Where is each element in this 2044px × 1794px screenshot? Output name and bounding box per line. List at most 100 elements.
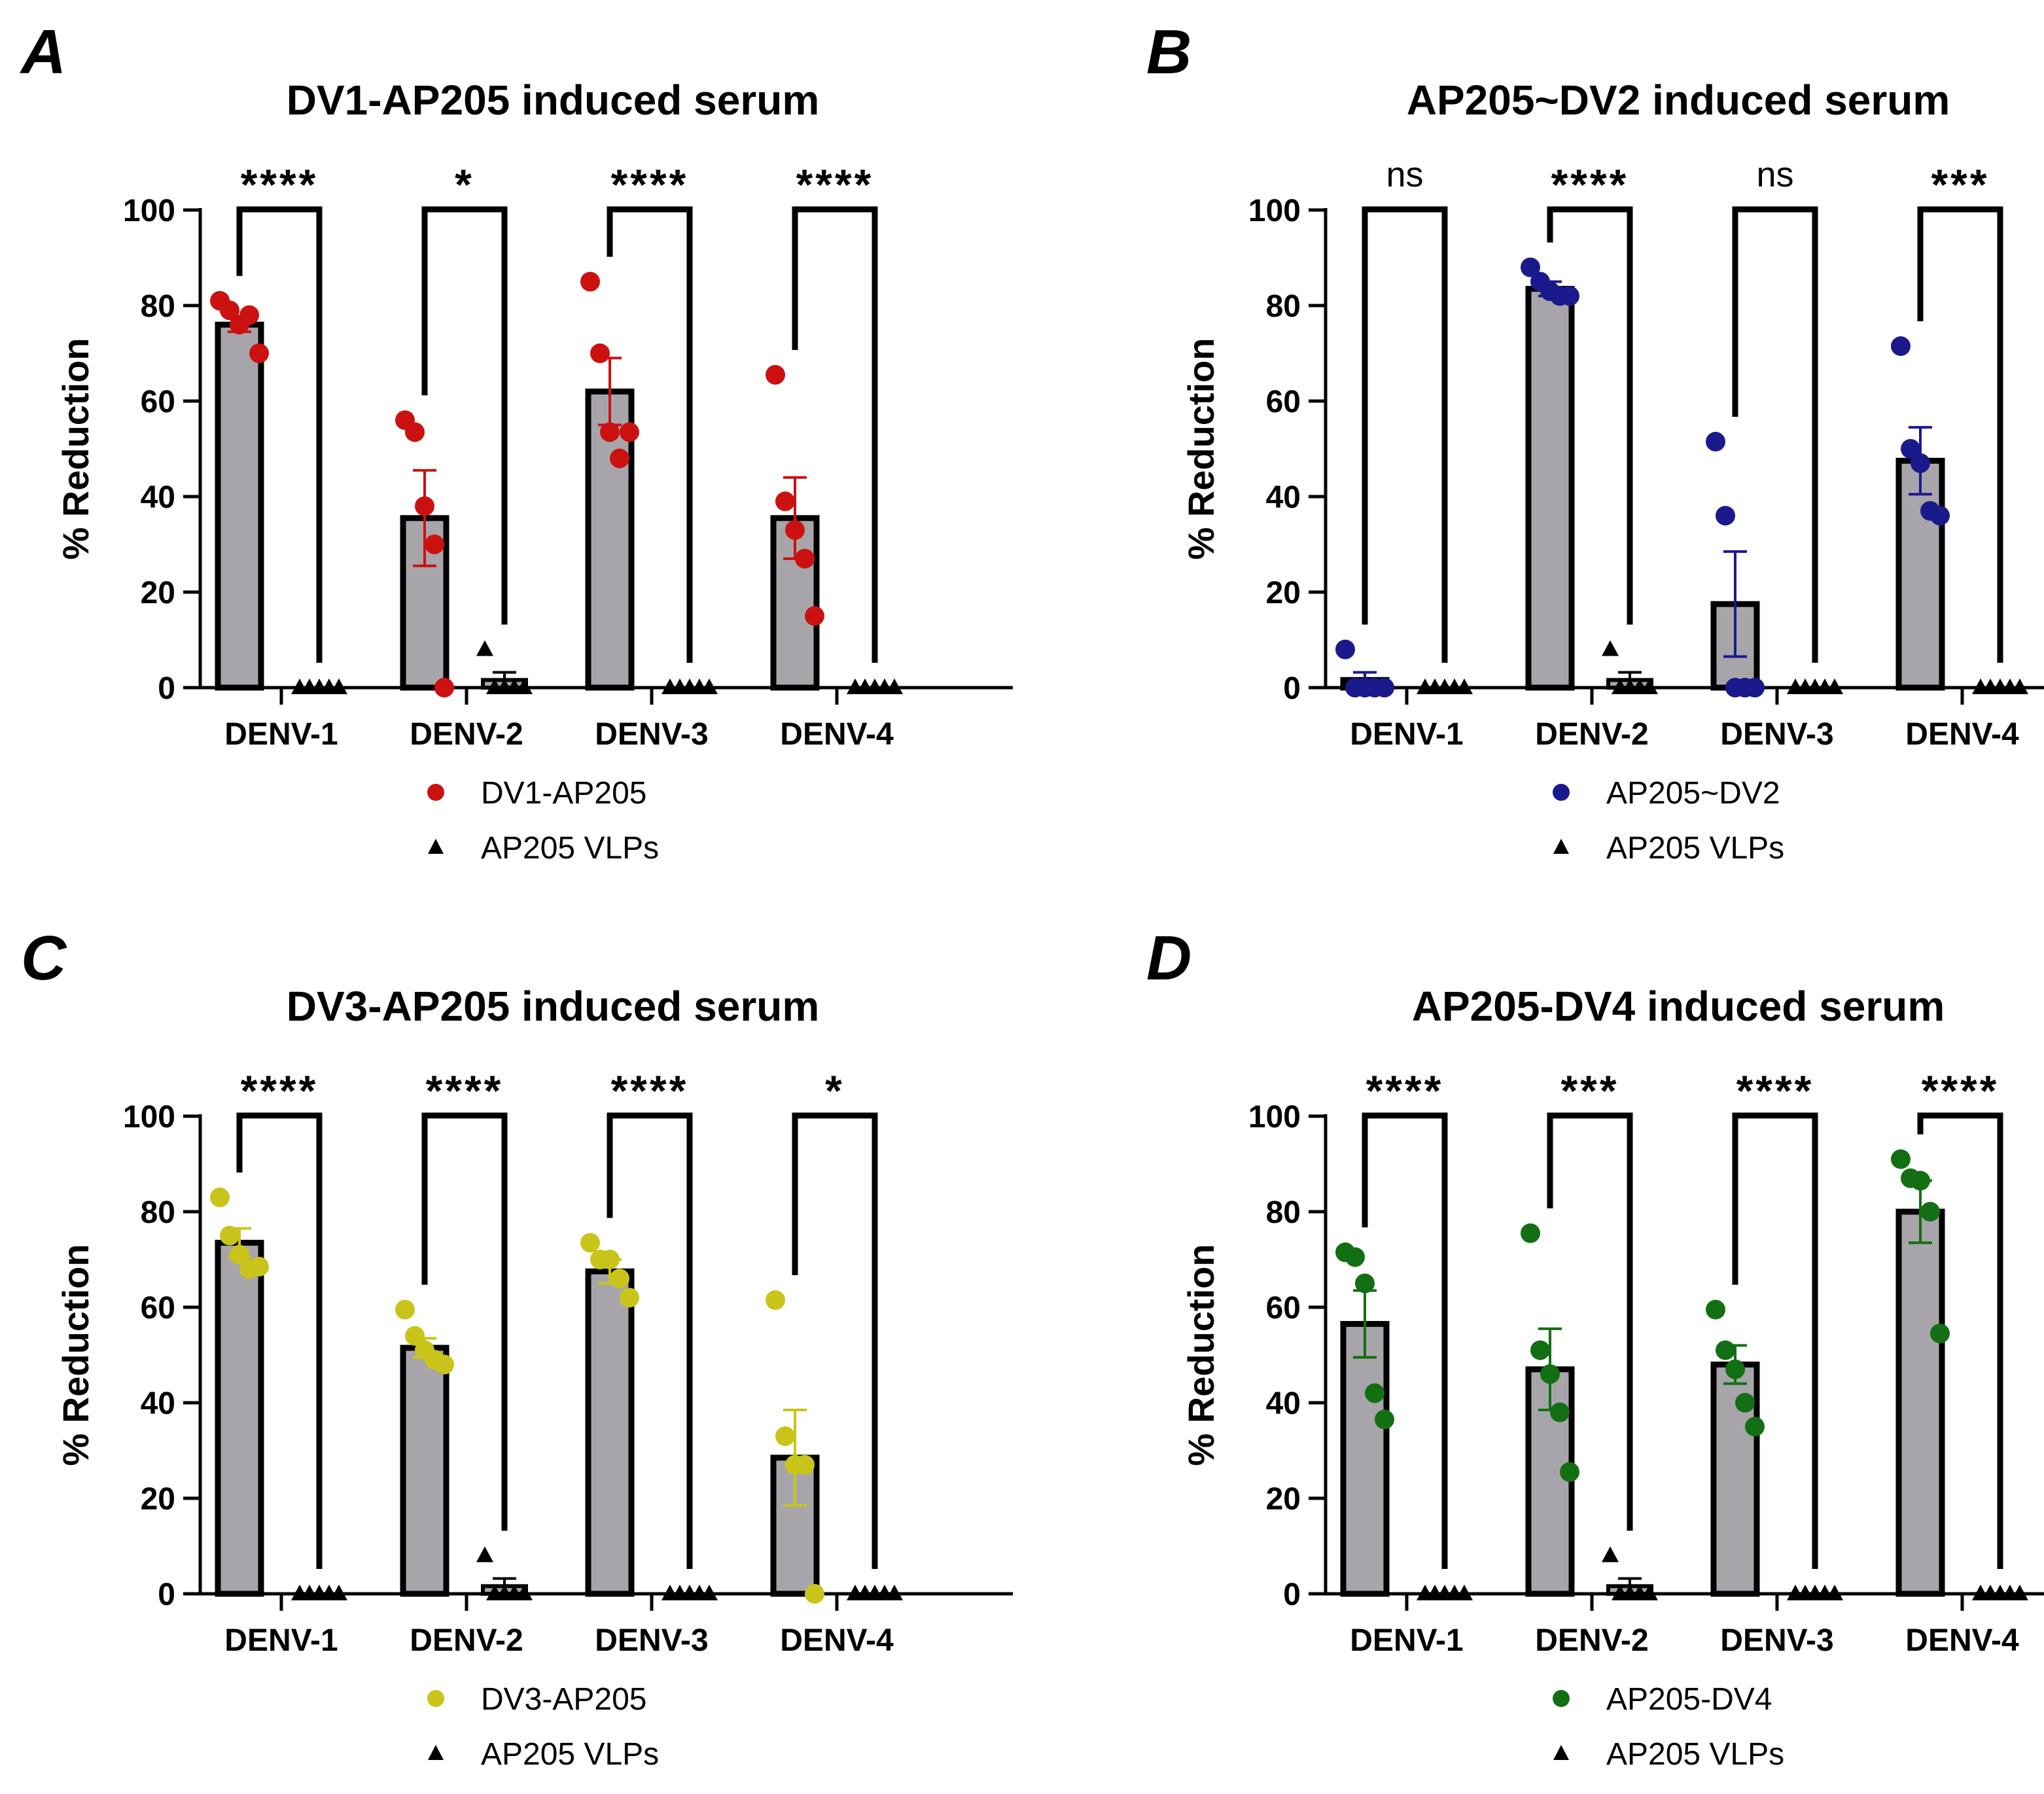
vaccine-data-point — [239, 305, 259, 325]
significance-label: **** — [241, 1066, 319, 1115]
y-tick-label: 80 — [141, 1195, 175, 1230]
vaccine-data-point — [766, 364, 785, 385]
control-data-point — [1641, 678, 1658, 694]
y-tick-label: 40 — [1266, 1386, 1301, 1421]
vaccine-data-point — [1725, 1359, 1745, 1379]
vaccine-data-point — [1891, 1149, 1911, 1169]
vaccine-bar — [1525, 285, 1575, 691]
vaccine-data-point — [230, 1244, 249, 1265]
vaccine-data-point — [610, 1269, 629, 1289]
vaccine-data-point — [805, 1584, 824, 1604]
x-tick-label: DENV-2 — [410, 717, 523, 752]
vaccine-bar — [400, 1345, 449, 1597]
significance-bracket — [1547, 1112, 1633, 1531]
y-axis-label: % Reduction — [1180, 1244, 1222, 1466]
legend-triangle-marker — [428, 839, 444, 854]
legend-label: AP205 VLPs — [481, 1737, 659, 1772]
vaccine-data-point — [775, 1426, 795, 1447]
vaccine-bar — [215, 1239, 264, 1597]
vaccine-bar — [1895, 1208, 1945, 1597]
control-data-point — [1826, 1585, 1843, 1600]
legend-label: AP205 VLPs — [1606, 1737, 1784, 1772]
vaccine-data-point — [1745, 678, 1765, 697]
vaccine-data-point — [425, 535, 444, 554]
vaccine-data-point — [785, 520, 805, 540]
vaccine-data-point — [1706, 432, 1725, 452]
significance-bracket — [792, 1112, 878, 1569]
vaccine-data-point — [795, 1454, 815, 1475]
significance-label: * — [825, 1066, 845, 1115]
control-data-point — [1456, 1585, 1473, 1600]
y-tick-label: 80 — [1266, 289, 1301, 324]
x-tick-label: DENV-3 — [595, 717, 708, 752]
vaccine-data-point — [610, 448, 629, 468]
significance-label: * — [455, 160, 474, 209]
chart-title: DV3-AP205 induced serum — [287, 983, 820, 1030]
significance-label: **** — [1551, 160, 1629, 209]
y-tick-label: 40 — [141, 1386, 175, 1421]
vaccine-data-point — [1335, 639, 1355, 660]
y-tick-label: 20 — [1266, 576, 1301, 610]
control-data-point — [516, 678, 533, 694]
x-tick-label: DENV-1 — [1350, 1623, 1463, 1658]
chart-title: AP205~DV2 induced serum — [1407, 77, 1950, 124]
vaccine-data-point — [1521, 257, 1540, 277]
x-tick-label: DENV-1 — [224, 1623, 338, 1658]
significance-bracket — [607, 206, 693, 663]
y-tick-label: 40 — [1266, 480, 1301, 515]
significance-bracket — [1362, 206, 1448, 663]
legend-label: AP205 VLPs — [481, 831, 659, 866]
x-tick-label: DENV-3 — [1720, 1623, 1833, 1658]
vaccine-data-point — [1716, 1340, 1735, 1360]
y-axis-label: % Reduction — [55, 1244, 96, 1466]
x-tick-label: DENV-1 — [224, 717, 338, 752]
significance-label: **** — [611, 1066, 689, 1115]
y-tick-label: 100 — [1248, 1100, 1301, 1134]
panel-letter: C — [21, 923, 67, 993]
significance-label: ns — [1756, 155, 1793, 194]
significance-bracket — [421, 1112, 508, 1531]
legend-triangle-marker — [1553, 1745, 1569, 1760]
control-data-point — [476, 1546, 493, 1562]
x-tick-label: DENV-2 — [1535, 717, 1648, 752]
vaccine-data-point — [1901, 439, 1920, 459]
significance-label: **** — [426, 1066, 504, 1115]
y-tick-label: 100 — [1248, 194, 1301, 228]
vaccine-data-point — [1540, 1364, 1560, 1384]
y-tick-label: 80 — [141, 289, 175, 324]
y-tick-label: 20 — [141, 576, 175, 610]
chart-title: DV1-AP205 induced serum — [287, 77, 820, 124]
vaccine-data-point — [1530, 1340, 1550, 1360]
legend-triangle-marker — [428, 1745, 444, 1760]
significance-bracket — [1917, 206, 2003, 663]
significance-bracket — [1732, 1112, 1818, 1569]
panel-d: D AP205-DV4 induced serum % Reduction 0 20 40… — [1146, 923, 2044, 1772]
vaccine-bar — [1340, 1321, 1390, 1597]
x-tick-label: DENV-4 — [780, 717, 894, 752]
vaccine-data-point — [1735, 1393, 1755, 1413]
control-data-point — [1826, 678, 1843, 694]
vaccine-data-point — [1706, 1299, 1725, 1320]
y-tick-label: 60 — [1266, 385, 1301, 419]
y-tick-label: 0 — [158, 1577, 175, 1612]
vaccine-data-point — [600, 422, 620, 442]
x-tick-label: DENV-4 — [1905, 1623, 2019, 1658]
control-data-point — [1602, 640, 1619, 656]
y-tick-label: 20 — [1266, 1482, 1301, 1517]
vaccine-data-point — [395, 1299, 415, 1320]
control-data-point — [1641, 1585, 1658, 1600]
control-data-point — [886, 1585, 903, 1600]
vaccine-data-point — [249, 1256, 269, 1276]
significance-bracket — [792, 206, 878, 663]
panel-a: A DV1-AP205 induced serum % Reduction 0 20 40… — [20, 17, 1013, 866]
y-tick-label: 60 — [1266, 1291, 1301, 1326]
legend-label: AP205 VLPs — [1606, 831, 1784, 866]
vaccine-data-point — [620, 422, 639, 442]
x-tick-label: DENV-4 — [780, 1623, 894, 1658]
significance-label: **** — [1736, 1066, 1814, 1115]
vaccine-data-point — [1355, 1273, 1375, 1293]
vaccine-data-point — [590, 343, 610, 363]
vaccine-data-point — [1911, 453, 1930, 473]
y-tick-label: 40 — [141, 480, 175, 515]
y-tick-label: 80 — [1266, 1195, 1301, 1230]
